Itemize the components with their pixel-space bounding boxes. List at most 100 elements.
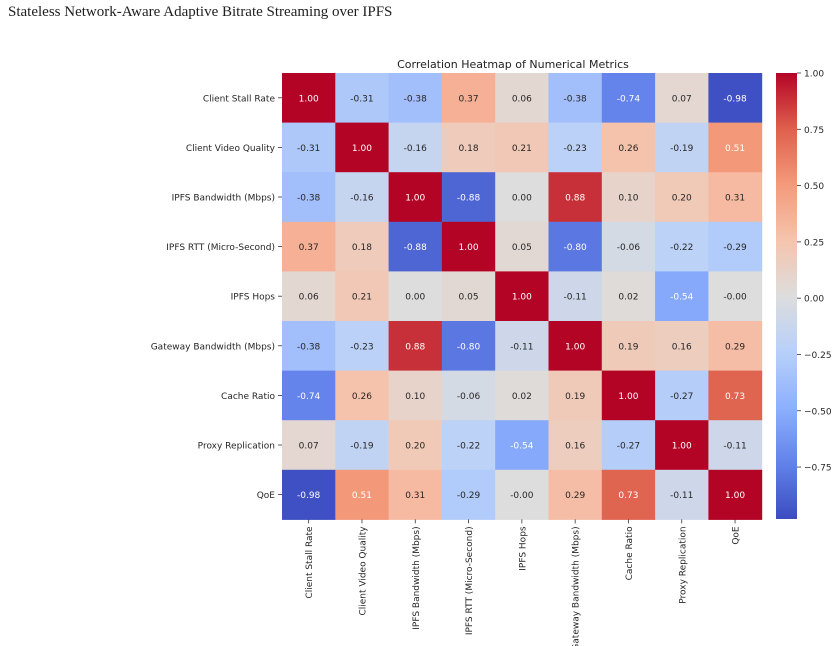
cell-value-label: 0.37	[459, 94, 479, 104]
colorbar-tick-label: 0.00	[804, 295, 824, 305]
heatmap-cell	[708, 73, 763, 124]
heatmap-cell	[708, 420, 763, 471]
cell-value-label: -0.27	[617, 442, 640, 452]
heatmap-cell	[495, 420, 549, 471]
cell-value-label: -0.80	[564, 243, 588, 253]
heatmap-cell	[548, 271, 603, 322]
cell-value-label: -0.98	[723, 94, 747, 104]
heatmap-cell	[601, 221, 656, 272]
cell-value-label: 1.00	[405, 194, 425, 204]
colorbar-tick-label: 0.25	[804, 238, 824, 248]
heatmap-cell	[335, 370, 390, 421]
colorbar-tick-label: 1.00	[804, 70, 824, 80]
heatmap-cell	[441, 271, 496, 322]
cell-value-label: 0.18	[352, 243, 372, 253]
heatmap-cell	[655, 271, 709, 322]
cell-value-label: 0.20	[405, 442, 425, 452]
heatmap-cell	[495, 73, 549, 124]
heatmap-cell	[282, 122, 336, 173]
cell-value-label: -0.11	[723, 442, 746, 452]
cell-value-label: 0.29	[725, 342, 745, 352]
cell-value-label: 0.16	[565, 442, 585, 452]
cell-value-label: -0.16	[350, 194, 374, 204]
heatmap-cell	[708, 469, 763, 520]
heatmap-cell	[708, 221, 763, 272]
heatmap-cell	[601, 73, 656, 124]
heatmap-cell	[548, 122, 603, 173]
cell-value-label: -0.98	[297, 491, 321, 501]
cell-value-label: -0.16	[404, 144, 428, 154]
cell-value-label: -0.19	[670, 144, 694, 154]
cell-value-label: -0.19	[350, 442, 374, 452]
heatmap-cell	[388, 172, 443, 223]
cell-value-label: 0.19	[565, 392, 585, 402]
x-tick-label: Client Video Quality	[358, 526, 368, 616]
cell-value-label: 0.10	[405, 392, 425, 402]
heatmap-cell	[708, 122, 763, 173]
heatmap-cell	[441, 73, 496, 124]
cell-value-label: 0.26	[352, 392, 372, 402]
heatmap-cell	[335, 420, 390, 471]
x-tick-labels: Client Stall Rate Client Video Quality IPF…	[305, 519, 742, 646]
cell-value-label: -0.27	[670, 392, 693, 402]
heatmap-cell	[548, 221, 603, 272]
cell-value-label: 0.07	[299, 442, 319, 452]
heatmap-cell	[601, 122, 656, 173]
colorbar-gradient	[776, 73, 797, 519]
heatmap-cell	[282, 321, 336, 372]
heatmap-cell	[548, 370, 603, 421]
heatmap-cell	[335, 321, 390, 372]
cell-value-label: 0.00	[405, 293, 425, 303]
cell-value-label: -0.29	[723, 243, 747, 253]
cell-value-label: -0.23	[350, 342, 373, 352]
heatmap-cell	[282, 469, 336, 520]
y-tick-label: Client Video Quality	[186, 144, 276, 154]
heatmap-cell	[655, 370, 709, 421]
cell-value-label: -0.29	[457, 491, 481, 501]
cell-value-label: 0.20	[672, 194, 692, 204]
cell-value-label: 0.10	[618, 194, 638, 204]
heatmap-cell	[601, 469, 656, 520]
heatmap-cell	[708, 321, 763, 372]
heatmap-cell	[282, 221, 336, 272]
cell-value-label: 0.88	[565, 194, 585, 204]
cell-value-label: 1.00	[565, 342, 585, 352]
heatmap-cell	[441, 172, 496, 223]
heatmap-cell	[282, 172, 336, 223]
cell-value-label: -0.80	[457, 342, 481, 352]
cell-value-label: 0.26	[618, 144, 638, 154]
cell-value-label: 0.02	[618, 293, 638, 303]
cell-value-label: 0.37	[299, 243, 319, 253]
heatmap-cell	[441, 221, 496, 272]
y-tick-label: Cache Ratio	[221, 392, 275, 402]
cell-value-label: -0.11	[564, 293, 587, 303]
cell-value-label: 0.18	[459, 144, 479, 154]
chart-title: Correlation Heatmap of Numerical Metrics	[397, 58, 629, 71]
heatmap-cell	[388, 73, 443, 124]
heatmap-cell	[282, 420, 336, 471]
y-tick-label: IPFS RTT (Micro-Second)	[166, 243, 275, 253]
cell-value-label: 0.73	[618, 491, 638, 501]
heatmap-cell	[601, 271, 656, 322]
cell-value-label: -0.38	[297, 342, 321, 352]
cell-value-label: -0.54	[670, 293, 694, 303]
cell-value-label: 1.00	[299, 94, 319, 104]
colorbar: 1.00 0.75 0.50 0.25 0.00 −0.25 −0.50 −0.75	[776, 70, 832, 519]
y-tick-label: IPFS Hops	[231, 293, 276, 303]
cell-value-label: -0.88	[457, 194, 481, 204]
cell-value-label: -0.00	[510, 491, 534, 501]
cell-value-label: -0.06	[617, 243, 641, 253]
cell-value-label: 0.31	[405, 491, 425, 501]
cell-value-label: -0.31	[350, 94, 373, 104]
heatmap-cells: 1.00 -0.31 -0.38 0.37 0.06 -0.38 -0.74 0.07 -0.9…	[282, 73, 763, 520]
page-title: Stateless Network-Aware Adaptive Bitrate…	[8, 4, 393, 20]
x-tick-label: IPFS Hops	[518, 526, 528, 571]
cell-value-label: 0.07	[672, 94, 692, 104]
heatmap-cell	[441, 469, 496, 520]
cell-value-label: -0.22	[457, 442, 480, 452]
cell-value-label: 1.00	[618, 392, 638, 402]
cell-value-label: 0.06	[512, 94, 532, 104]
cell-value-label: 0.05	[459, 293, 479, 303]
heatmap-cell	[335, 271, 390, 322]
cell-value-label: -0.74	[617, 94, 641, 104]
